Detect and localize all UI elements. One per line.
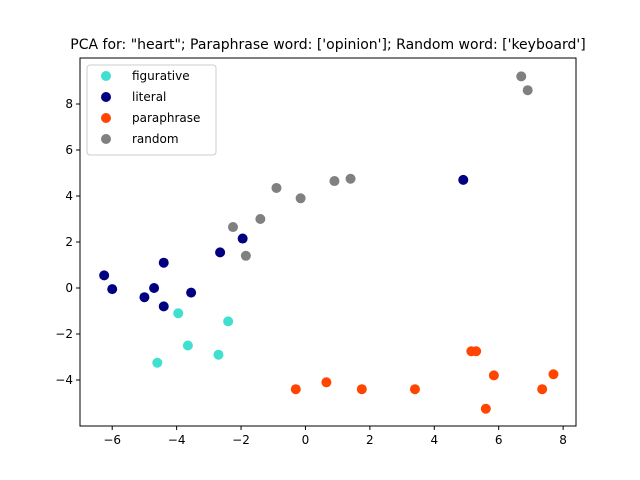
literal-point <box>458 174 469 185</box>
random-point <box>240 250 251 261</box>
y-tick-label: −4 <box>55 373 73 387</box>
y-tick-label: 0 <box>65 281 73 295</box>
literal-point <box>149 283 160 293</box>
x-tick-label: 8 <box>559 433 567 447</box>
random-point <box>345 173 356 184</box>
x-tick-label: 6 <box>495 433 503 447</box>
literal-point <box>237 233 248 244</box>
figurative-point <box>213 349 224 360</box>
legend-label-figurative: figurative <box>132 69 190 83</box>
literal-point <box>158 301 169 312</box>
legend-marker-paraphrase <box>101 113 111 123</box>
literal-point <box>99 270 110 281</box>
x-tick-label: 0 <box>302 433 310 447</box>
random-point <box>329 176 340 187</box>
x-tick-label: 4 <box>430 433 438 447</box>
paraphrase-point <box>471 346 482 357</box>
chart-title: PCA for: "heart"; Paraphrase word: ['opi… <box>70 37 585 53</box>
y-tick-label: 8 <box>65 97 73 111</box>
paraphrase-point <box>488 370 499 381</box>
legend-label-random: random <box>132 132 179 146</box>
y-tick-label: −2 <box>55 327 73 341</box>
paraphrase-point <box>356 384 367 395</box>
figurative-point <box>182 340 193 351</box>
legend-label-literal: literal <box>132 90 166 104</box>
random-point <box>295 193 306 204</box>
figurative-point <box>173 308 184 319</box>
x-tick-label: −4 <box>168 433 186 447</box>
paraphrase-point <box>321 377 332 388</box>
x-tick-label: 2 <box>366 433 374 447</box>
legend-label-paraphrase: paraphrase <box>132 111 200 125</box>
x-tick-label: −6 <box>103 433 121 447</box>
literal-point <box>158 257 169 268</box>
random-point <box>227 222 238 233</box>
literal-point <box>215 247 226 258</box>
axes-layer: −6 −4 −2 0 2 4 6 8 −4 −2 0 2 4 6 8 <box>55 97 567 447</box>
legend-marker-literal <box>101 92 111 102</box>
random-point <box>271 182 282 193</box>
y-tick-label: 2 <box>65 235 73 249</box>
figurative-point <box>152 357 163 368</box>
paraphrase-point <box>548 369 559 380</box>
paraphrase-point <box>480 403 491 414</box>
y-tick-label: 6 <box>65 143 73 157</box>
literal-point <box>139 292 150 303</box>
x-tick-label: −2 <box>232 433 250 447</box>
plot-frame <box>79 57 577 427</box>
random-point <box>516 71 527 82</box>
points-layer <box>99 71 559 414</box>
literal-point <box>107 284 118 295</box>
y-tick-label: 4 <box>65 189 73 203</box>
legend-box <box>86 64 217 156</box>
random-point <box>255 214 266 224</box>
random-point <box>522 85 533 96</box>
paraphrase-point <box>290 384 301 395</box>
legend: figurative literal paraphrase random <box>86 64 217 156</box>
literal-point <box>186 287 197 298</box>
legend-marker-random <box>101 134 111 144</box>
legend-marker-figurative <box>101 71 111 81</box>
paraphrase-point <box>409 384 420 395</box>
paraphrase-point <box>537 384 548 395</box>
figurative-point <box>223 316 234 327</box>
